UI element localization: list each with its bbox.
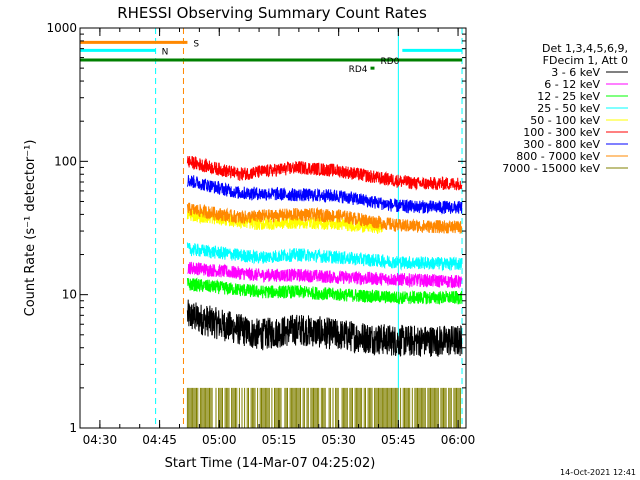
x-tick-label-0515: 05:15 <box>262 433 297 447</box>
legend-label-0: 3 - 6 keV <box>551 66 600 79</box>
series-25-50-kev <box>186 242 463 272</box>
x-tick-label-0500: 05:00 <box>202 433 237 447</box>
y-axis-label: Count Rate (s⁻¹ detector⁻¹) <box>23 140 38 317</box>
x-tick-label-0545: 05:45 <box>381 433 416 447</box>
legend-label-1: 6 - 12 keV <box>544 78 600 91</box>
series-800-7000-kev <box>186 202 463 234</box>
series-6-12-kev <box>187 261 463 289</box>
x-axis-label: Start Time (14-Mar-07 04:25:02) <box>165 456 376 471</box>
y-tick-label-100: 100 <box>54 154 77 168</box>
series-100-300-kev <box>186 155 463 191</box>
legend-label-6: 300 - 800 keV <box>523 138 600 151</box>
legend-label-5: 100 - 300 keV <box>523 126 600 139</box>
series-12-25-kev <box>186 277 463 305</box>
series-3-6-kev <box>186 299 463 357</box>
y-tick-label-1000: 1000 <box>46 21 77 35</box>
series-300-800-kev <box>186 175 463 215</box>
plot-frame <box>79 27 467 429</box>
flag-label-n: N <box>162 47 169 57</box>
y-tick-label-1: 1 <box>69 421 77 435</box>
legend-label-8: 7000 - 15000 keV <box>502 162 600 175</box>
x-tick-label-0530: 05:30 <box>321 433 356 447</box>
legend-header-0: Det 1,3,4,5,6,9, <box>542 42 628 55</box>
legend-label-4: 50 - 100 keV <box>530 114 600 127</box>
plot-area: S N RD0 RD4 1 10 100 1000 04:30 04:45 05:00 05:15 05… <box>46 21 475 447</box>
flag-label-rd0: RD0 <box>380 57 399 67</box>
footer-timestamp: 14-Oct-2021 12:41 <box>560 468 636 477</box>
legend-label-3: 25 - 50 keV <box>537 102 600 115</box>
x-tick-label-0445: 04:45 <box>142 433 177 447</box>
series-7000-15000-kev <box>186 387 461 428</box>
legend-label-2: 12 - 25 keV <box>537 90 600 103</box>
flag-label-rd4: RD4 <box>349 65 368 75</box>
legend-label-7: 800 - 7000 keV <box>516 150 600 163</box>
flag-label-s: S <box>193 39 199 49</box>
chart-title: RHESSI Observing Summary Count Rates <box>117 4 427 22</box>
x-tick-label-0600: 06:00 <box>441 433 476 447</box>
legend-header-1: FDecim 1, Att 0 <box>543 54 628 67</box>
y-tick-label-10: 10 <box>62 288 77 302</box>
chart-legend: Det 1,3,4,5,6,9,FDecim 1, Att 03 - 6 keV… <box>502 42 628 175</box>
x-tick-label-0430: 04:30 <box>83 433 118 447</box>
